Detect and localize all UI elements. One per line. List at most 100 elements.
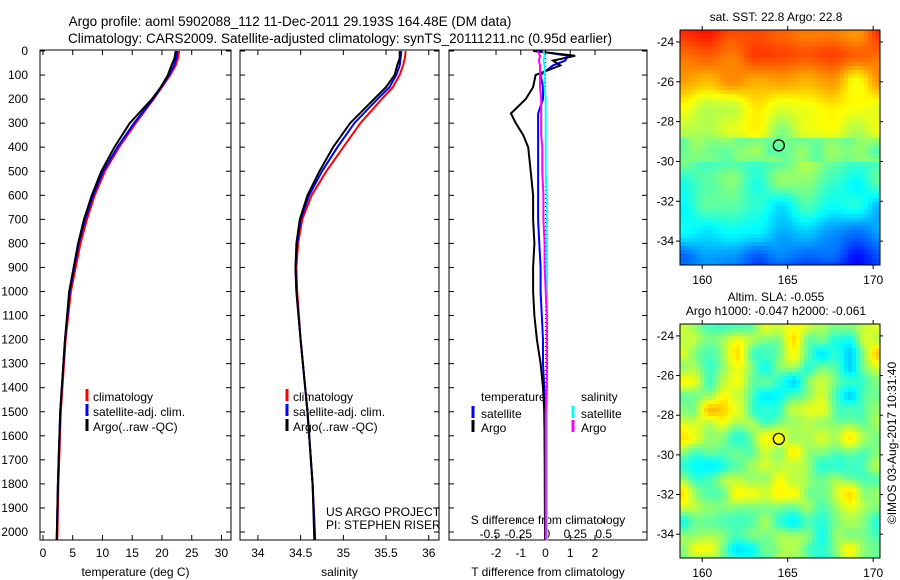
heatmap-cell [840, 146, 844, 150]
heatmap-cell [800, 250, 804, 254]
heatmap-cell [756, 368, 760, 372]
heatmap-cell [796, 356, 800, 360]
heatmap-cell [792, 198, 796, 202]
heatmap-cell [832, 206, 836, 210]
heatmap-cell [788, 202, 792, 206]
heatmap-cell [864, 106, 868, 110]
heatmap-cell [684, 86, 688, 90]
heatmap-cell [812, 82, 816, 86]
heatmap-cell [816, 396, 820, 400]
heatmap-cell [868, 146, 872, 150]
heatmap-cell [748, 396, 752, 400]
heatmap-cell [856, 222, 860, 226]
heatmap-cell [712, 34, 716, 38]
heatmap-cell [744, 448, 748, 452]
heatmap-cell [760, 154, 764, 158]
heatmap-cell [784, 158, 788, 162]
heatmap-cell [816, 452, 820, 456]
heatmap-cell [776, 324, 780, 328]
heatmap-cell [732, 150, 736, 154]
heatmap-cell [756, 380, 760, 384]
heatmap-cell [716, 460, 720, 464]
heatmap-cell [744, 340, 748, 344]
heatmap-cell [708, 452, 712, 456]
heatmap-cell [808, 194, 812, 198]
heatmap-cell [820, 102, 824, 106]
heatmap-cell [788, 452, 792, 456]
heatmap-cell [768, 340, 772, 344]
heatmap-cell [804, 78, 808, 82]
heatmap-cell [684, 178, 688, 182]
heatmap-cell [868, 376, 872, 380]
heatmap-cell [704, 182, 708, 186]
heatmap-cell [728, 332, 732, 336]
heatmap-cell [732, 344, 736, 348]
heatmap-cell [772, 110, 776, 114]
heatmap-cell [800, 408, 804, 412]
heatmap-cell [776, 190, 780, 194]
heatmap-cell [688, 226, 692, 230]
heatmap-cell [816, 420, 820, 424]
heatmap-cell [844, 194, 848, 198]
heatmap-cell [776, 352, 780, 356]
heatmap-cell [684, 368, 688, 372]
heatmap-cell [804, 234, 808, 238]
s-axis-label: S difference from climatology [471, 513, 626, 527]
heatmap-cell [728, 348, 732, 352]
heatmap-cell [688, 150, 692, 154]
heatmap-cell [876, 384, 880, 388]
heatmap-cell [732, 194, 736, 198]
heatmap-cell [872, 58, 876, 62]
heatmap-cell [696, 420, 700, 424]
heatmap-cell [736, 190, 740, 194]
heatmap-cell [688, 194, 692, 198]
heatmap-cell [864, 238, 868, 242]
heatmap-cell [808, 412, 812, 416]
heatmap-cell [868, 440, 872, 444]
heatmap-cell [856, 408, 860, 412]
heatmap-cell [824, 198, 828, 202]
heatmap-cell [692, 400, 696, 404]
heatmap-cell [740, 352, 744, 356]
heatmap-cell [832, 384, 836, 388]
heatmap-cell [772, 250, 776, 254]
heatmap-cell [772, 396, 776, 400]
heatmap-cell [856, 86, 860, 90]
heatmap-cell [784, 134, 788, 138]
heatmap-cell [872, 46, 876, 50]
heatmap-cell [712, 372, 716, 376]
heatmap-cell [860, 258, 864, 262]
heatmap-cell [776, 254, 780, 258]
heatmap-cell [868, 380, 872, 384]
heatmap-cell [824, 436, 828, 440]
heatmap-cell [712, 166, 716, 170]
heatmap-cell [848, 388, 852, 392]
heatmap-cell [768, 444, 772, 448]
heatmap-cell [680, 242, 684, 246]
heatmap-cell [868, 448, 872, 452]
heatmap-cell [868, 388, 872, 392]
heatmap-cell [824, 376, 828, 380]
heatmap-cell [852, 110, 856, 114]
heatmap-cell [836, 420, 840, 424]
heatmap-cell [744, 190, 748, 194]
heatmap-cell [700, 368, 704, 372]
heatmap-cell [772, 58, 776, 62]
heatmap-cell [820, 142, 824, 146]
heatmap-cell [828, 198, 832, 202]
heatmap-cell [776, 384, 780, 388]
heatmap-cell [796, 250, 800, 254]
heatmap-cell [808, 238, 812, 242]
heatmap-cell [760, 38, 764, 42]
heatmap-cell [792, 436, 796, 440]
heatmap-cell [772, 90, 776, 94]
heatmap-cell [748, 134, 752, 138]
heatmap-cell [712, 146, 716, 150]
heatmap-cell [680, 82, 684, 86]
heatmap-cell [740, 392, 744, 396]
heatmap-cell [864, 102, 868, 106]
heatmap-cell [720, 70, 724, 74]
heatmap-cell [800, 70, 804, 74]
heatmap-cell [756, 210, 760, 214]
heatmap-cell [820, 258, 824, 262]
